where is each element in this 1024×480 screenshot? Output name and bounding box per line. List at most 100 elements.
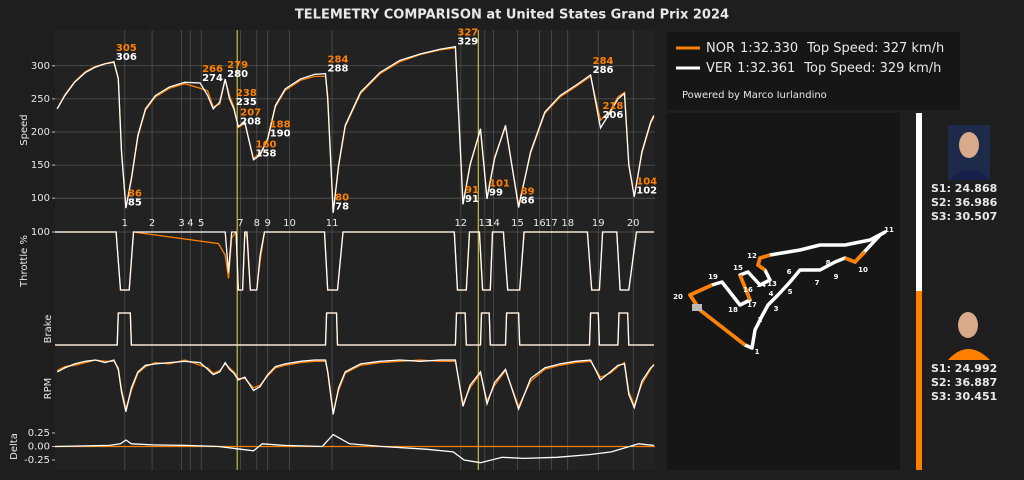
speed-annotation: 91: [465, 194, 479, 205]
sector-time: S1: 24.868: [931, 182, 997, 195]
corner-label: 14: [487, 218, 500, 229]
suit: [950, 170, 990, 180]
series-line: [56, 359, 655, 415]
speed-annotation: 190: [270, 129, 291, 140]
track-corner-label: 16: [743, 286, 753, 294]
speed-annotation: 327: [457, 28, 478, 39]
legend-lap-time: 1:32.330: [740, 41, 798, 56]
y-axis-label: Brake: [43, 315, 54, 344]
y-tick-label: 300: [31, 61, 50, 72]
y-axis-label: RPM: [43, 378, 54, 400]
legend-entry: VER 1:32.361 Top Speed: 329 km/h: [706, 61, 941, 76]
y-tick-label: 200: [31, 127, 50, 138]
corner-label: 12: [454, 218, 467, 229]
corner-label: 16: [533, 218, 546, 229]
track-segment: [755, 253, 771, 272]
speed-annotation: 104: [636, 177, 657, 188]
track-corner-label: 19: [708, 273, 718, 281]
legend-top-speed: Top Speed: 327 km/h: [806, 41, 944, 56]
speed-annotation: 235: [236, 97, 257, 108]
corner-label: 2: [149, 218, 155, 229]
speed-annotation: 284: [328, 55, 349, 66]
track-corner-label: 10: [858, 266, 868, 274]
track-segment: [844, 250, 867, 265]
sector-time: S2: 36.986: [931, 196, 998, 209]
speed-annotation: 266: [202, 64, 223, 75]
y-tick-label: -0.25: [24, 455, 50, 466]
sector-time: S3: 30.507: [931, 210, 997, 223]
speed-annotation: 89: [521, 186, 535, 197]
y-tick-label: 250: [31, 94, 50, 105]
speed-annotation: 101: [489, 179, 510, 190]
corner-label: 7: [237, 218, 243, 229]
track-corner-label: 3: [774, 305, 779, 313]
legend-entry: NOR 1:32.330 Top Speed: 327 km/h: [706, 41, 944, 56]
track-map: [688, 230, 887, 350]
sector-time: S3: 30.451: [931, 390, 997, 403]
speed-annotation: 280: [227, 69, 248, 80]
speed-annotation: 238: [236, 88, 257, 99]
corner-label: 3: [178, 218, 184, 229]
track-corner-label: 14: [756, 281, 766, 289]
series-line: [56, 45, 655, 213]
plot-area: [55, 30, 655, 470]
corner-label: 5: [198, 218, 204, 229]
speed-annotation: 102: [636, 186, 657, 197]
speed-annotation: 279: [227, 60, 248, 71]
credit: Powered by Marco Iurlandino: [682, 90, 827, 101]
corner-label: 18: [561, 218, 574, 229]
corner-label: 13: [478, 218, 491, 229]
sector-time: S1: 24.992: [931, 362, 997, 375]
corner-label: 20: [627, 218, 640, 229]
speed-annotation: 86: [128, 188, 142, 199]
sector-time: S2: 36.887: [931, 376, 997, 389]
corner-label: 4: [187, 218, 193, 229]
track-corner-label: 5: [788, 288, 793, 296]
legend-lap-time: 1:32.361: [737, 61, 795, 76]
track-corner-label: 11: [884, 226, 894, 234]
speed-annotation: 218: [602, 101, 623, 112]
legend-name: VER: [706, 61, 732, 76]
track-corner-label: 20: [673, 293, 683, 301]
speed-annotation: 188: [270, 120, 291, 131]
legend-box: [667, 32, 960, 110]
track-segment: [738, 274, 752, 301]
speed-annotation: 160: [256, 139, 277, 150]
speed-annotation: 85: [128, 197, 142, 208]
speed-annotation: 91: [465, 185, 479, 196]
y-axis-label: Delta: [9, 433, 20, 460]
track-corner-label: 13: [767, 280, 777, 288]
y-tick-label: 100: [31, 193, 50, 204]
corner-label: 15: [511, 218, 524, 229]
series-line: [55, 231, 654, 291]
driver-photo: [948, 305, 990, 360]
speed-annotation: 329: [457, 37, 478, 48]
speed-annotation: 288: [328, 64, 349, 75]
speed-annotation: 206: [602, 110, 623, 121]
track-corner-label: 18: [728, 306, 738, 314]
y-tick-label: 150: [31, 160, 50, 171]
track-corner-label: 2: [758, 316, 763, 324]
y-tick-label: 100: [31, 227, 50, 238]
face: [958, 312, 978, 338]
dominance-bar-bottom: [916, 291, 922, 470]
track-corner-label: 12: [747, 252, 757, 260]
track-corner-label: 9: [834, 273, 839, 281]
speed-annotation: 286: [593, 65, 614, 76]
series-line: [56, 359, 655, 412]
track-corner-label: 17: [747, 301, 757, 309]
title: TELEMETRY COMPARISON at United States Gr…: [295, 8, 729, 23]
speed-annotation: 274: [202, 73, 223, 84]
driver-photo: [948, 125, 990, 180]
speed-annotation: 208: [240, 117, 261, 128]
corner-label: 10: [283, 218, 296, 229]
legend-top-speed: Top Speed: 329 km/h: [803, 61, 941, 76]
face: [959, 132, 979, 158]
corner-label: 1: [122, 218, 128, 229]
track-corner-label: 8: [826, 259, 831, 267]
track-corner-label: 7: [815, 279, 820, 287]
corner-label: 19: [592, 218, 605, 229]
start-flag: [692, 304, 702, 311]
speed-annotation: 306: [116, 52, 137, 63]
